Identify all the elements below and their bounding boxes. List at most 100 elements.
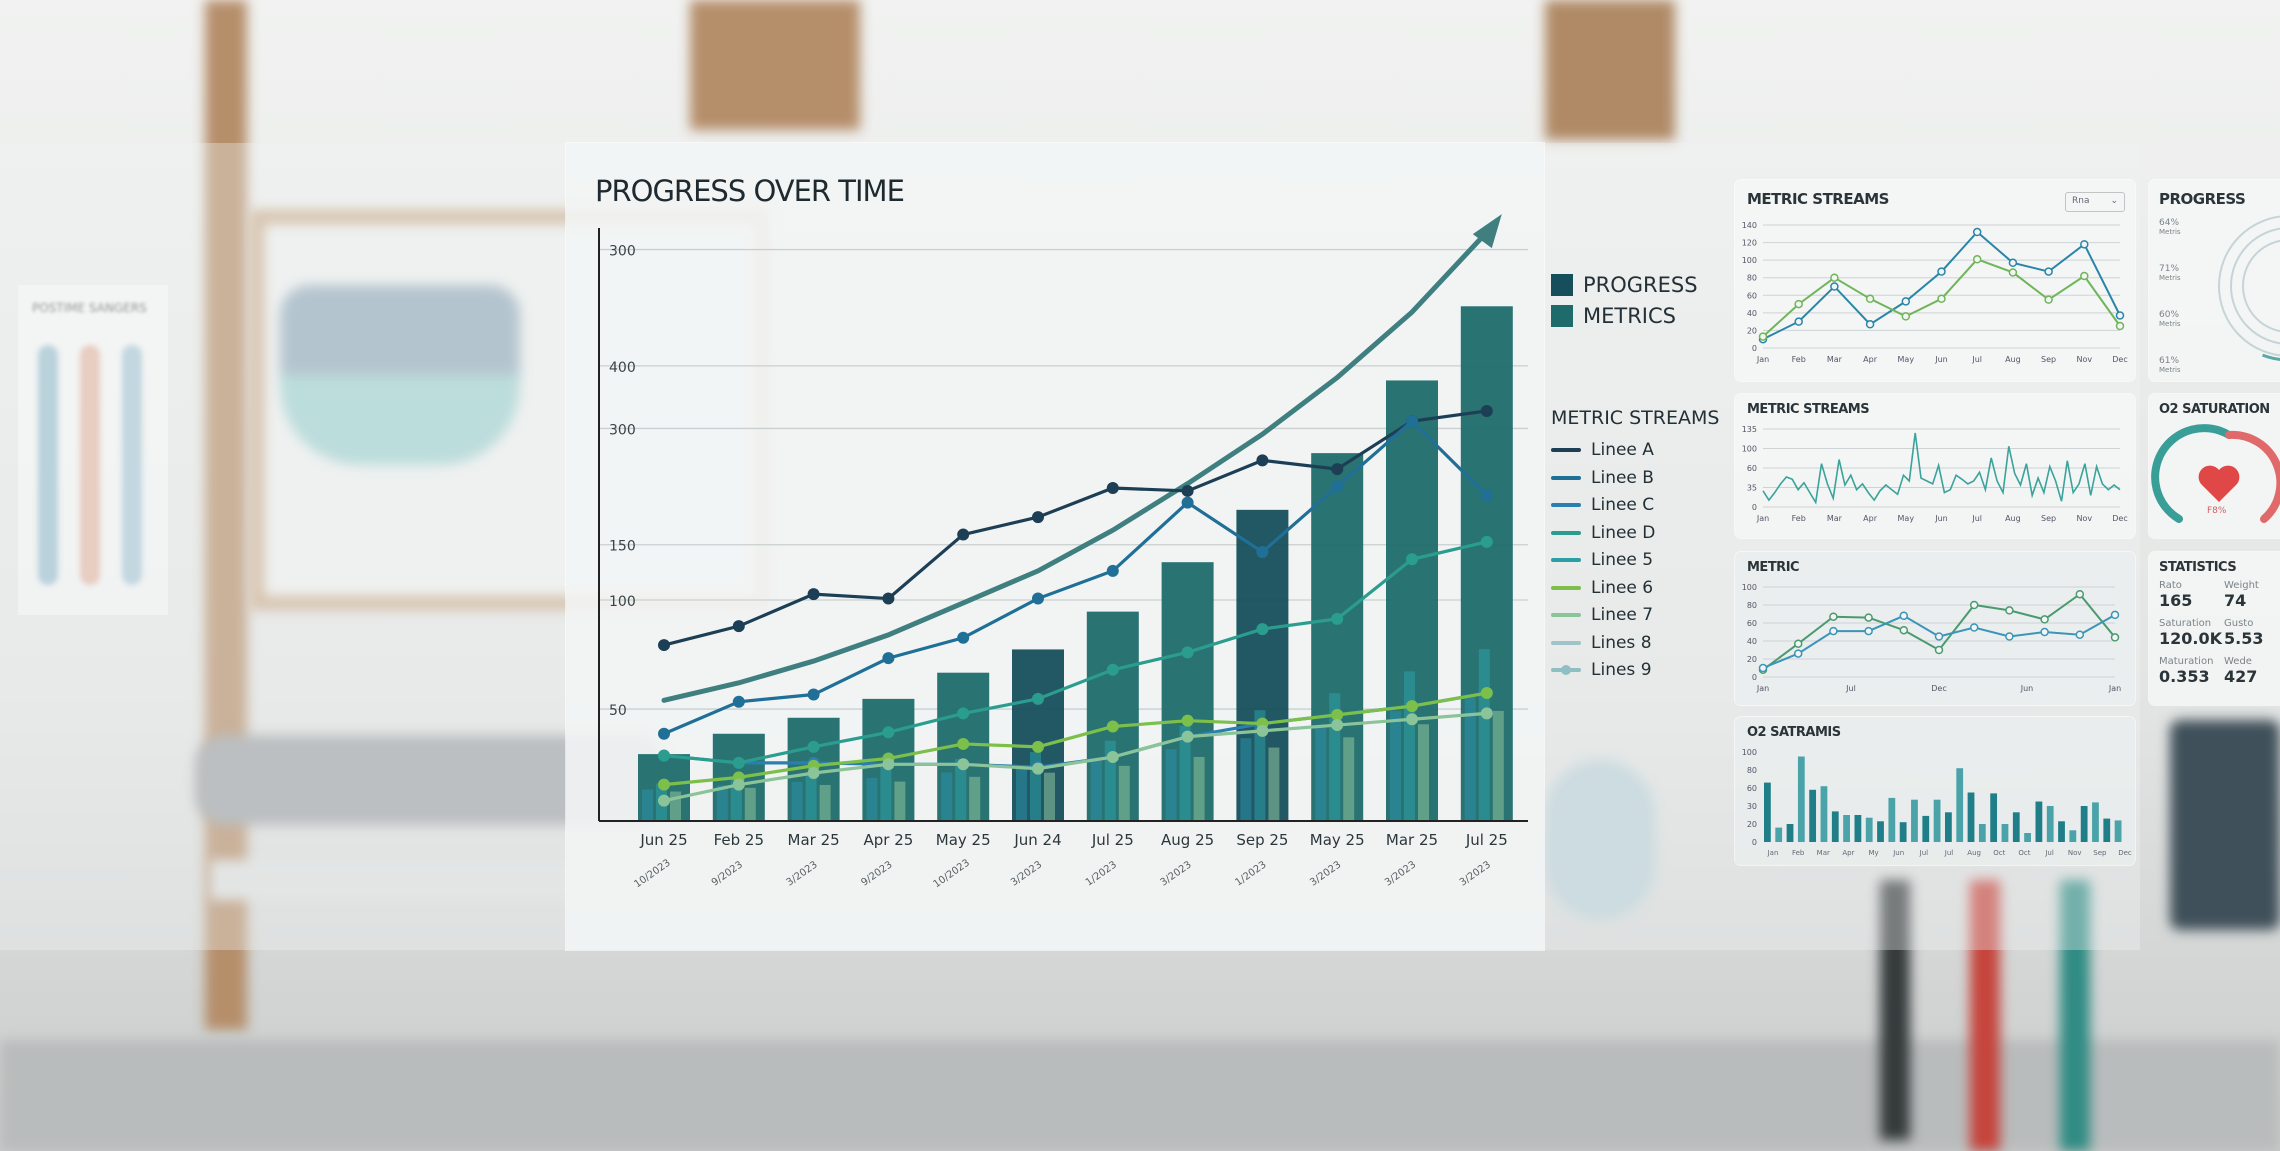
legend-item-line[interactable]: Linee A <box>1551 440 1654 460</box>
legend-label: PROGRESS <box>1583 273 1698 297</box>
minor-bar <box>969 776 981 821</box>
waveform-panel: METRIC STREAMS 135 100 60 35 0 Jan Feb Mar Apr Ma… <box>1735 394 2135 538</box>
y-tick-label: 135 <box>1742 425 1757 434</box>
y-tick-label: 60 <box>1747 291 1757 300</box>
x-tick-label: Feb <box>1792 514 1806 523</box>
minor-bar <box>819 784 831 821</box>
legend-label: METRICS <box>1583 304 1676 328</box>
series-line <box>663 711 1487 803</box>
y-tick-label: 80 <box>1747 274 1757 283</box>
progress-panel: PROGRESS 64% Metris 71% Metris 60% Metris 61% M… <box>2149 180 2280 381</box>
bar <box>1945 812 1952 842</box>
bar <box>1775 827 1783 842</box>
data-point <box>1937 267 1946 276</box>
y-tick-label: 150 <box>609 539 636 555</box>
legend-label: Linee D <box>1591 522 1656 543</box>
x-sub-label: 3/2023 <box>785 859 820 888</box>
o2-gauge <box>2151 424 2280 523</box>
series-line <box>663 691 1488 769</box>
minor-bar <box>805 772 817 821</box>
progress-label: Metris <box>2159 228 2181 236</box>
legend-item-line[interactable]: Linee 5 <box>1551 550 1653 570</box>
minor-bar <box>1343 737 1355 821</box>
data-point <box>882 758 895 771</box>
trend-arrowhead-icon <box>1472 214 1502 249</box>
minor-bar <box>1030 752 1041 821</box>
legend-item-line[interactable]: Linee 7 <box>1551 605 1653 625</box>
minor-bar <box>1044 772 1055 821</box>
x-tick-label: Aug <box>1967 849 1981 857</box>
stat-label: Wede <box>2224 656 2252 667</box>
legend-item-line[interactable]: Lines 9 <box>1551 660 1652 680</box>
panel-title: O2 SATURATION <box>2159 402 2270 417</box>
stat-value: 120.0K <box>2159 629 2223 648</box>
data-point <box>2008 258 2018 268</box>
legend-item-line[interactable]: Linee D <box>1551 523 1655 543</box>
y-tick-label: 0 <box>1752 673 1757 682</box>
data-point <box>1829 626 1838 636</box>
data-point <box>2075 630 2085 639</box>
legend-item-line[interactable]: Linee C <box>1551 495 1654 515</box>
series-line <box>663 540 1488 765</box>
data-point <box>1969 623 1979 632</box>
data-point <box>1864 626 1873 636</box>
data-point <box>1794 317 1803 326</box>
x-tick-label: Apr <box>1863 514 1878 523</box>
progress-value: 64% <box>2159 218 2180 228</box>
y-tick-label: 100 <box>1742 445 1757 454</box>
x-sub-label: 10/2023 <box>632 858 672 891</box>
y-tick-label: 120 <box>1742 239 1757 248</box>
bar <box>1865 817 1873 842</box>
bar <box>1990 793 1998 842</box>
line-swatch <box>1551 585 1581 590</box>
y-tick-label: 300 <box>609 422 636 438</box>
data-point <box>2110 610 2120 620</box>
data-point <box>1106 482 1119 495</box>
bar <box>1956 768 1964 842</box>
data-point <box>1032 592 1044 605</box>
legend-item-line[interactable]: Lines 8 <box>1551 633 1652 653</box>
data-point <box>2080 271 2089 281</box>
minor-bar <box>894 781 906 821</box>
x-tick-label: Sep <box>2041 355 2056 364</box>
bar <box>1797 756 1805 842</box>
stat-label: Saturation <box>2159 618 2212 629</box>
series-line <box>663 691 1488 787</box>
data-point <box>1901 297 1911 306</box>
data-point <box>1480 404 1493 417</box>
legend-item-metrics[interactable]: METRICS <box>1551 304 1676 328</box>
stat-value: 0.353 <box>2159 667 2210 686</box>
x-tick-label: Dec <box>2118 849 2132 857</box>
y-tick-label: 60 <box>1747 464 1757 473</box>
legend-item-progress[interactable]: PROGRESS <box>1551 273 1698 297</box>
data-point <box>882 726 895 739</box>
progress-swatch <box>1551 274 1573 296</box>
legend-item-line[interactable]: Linee 6 <box>1551 578 1653 598</box>
progress-label: Metris <box>2159 320 2181 328</box>
range-dropdown[interactable]: Rna ⌄ <box>2065 192 2125 212</box>
statistics-panel: STATISTICS Rato 165 Weight 74 Saturation 120.… <box>2149 552 2280 705</box>
x-tick-label: Jul <box>1944 849 1954 857</box>
x-tick-label: Jan <box>2108 684 2121 693</box>
panel-title: O2 SATRAMIS <box>1747 725 1841 740</box>
x-sub-label: 10/2023 <box>932 858 972 891</box>
x-tick-label: Jun 25 <box>639 831 687 849</box>
y-tick-label: 100 <box>1742 748 1757 757</box>
minor-bar <box>880 766 892 821</box>
series-line <box>1762 592 2116 671</box>
bar <box>1786 824 1794 842</box>
data-point <box>1181 646 1194 659</box>
o2-bars-panel: O2 SATRAMIS 100 80 60 30 20 0 Jan Feb Mar Apr My Ju… <box>1735 717 2135 865</box>
legend-label: Lines 9 <box>1591 660 1652 680</box>
data-point <box>2115 311 2125 320</box>
data-point <box>2040 615 2049 624</box>
x-tick-label: Apr <box>1863 355 1878 364</box>
x-sub-label: 3/2023 <box>1009 859 1044 888</box>
x-tick-label: Sep <box>2041 514 2056 523</box>
minor-bar <box>744 787 756 821</box>
legend-item-line[interactable]: Linee B <box>1551 468 1654 488</box>
data-point <box>957 528 970 541</box>
x-tick-label: Aug <box>2005 355 2021 364</box>
bar <box>1764 782 1771 842</box>
